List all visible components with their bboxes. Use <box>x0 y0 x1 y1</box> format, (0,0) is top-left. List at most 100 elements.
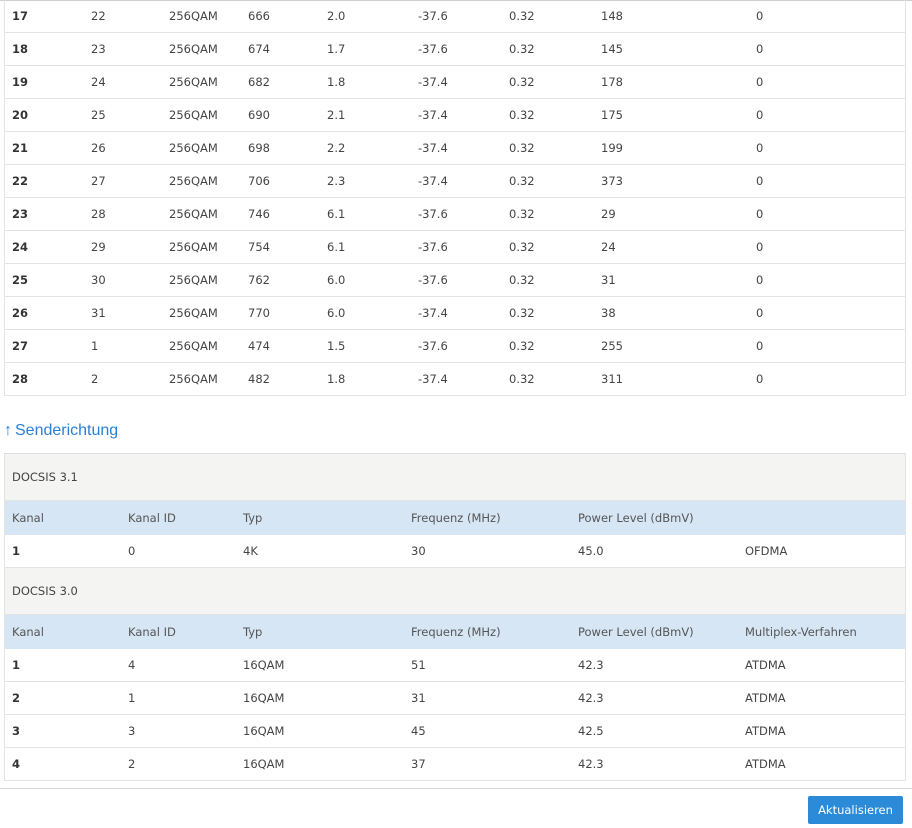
uncorrectable-errors-cell: 0 <box>756 372 764 386</box>
frequency-cell: 51 <box>411 658 426 672</box>
channel-cell: 21 <box>12 141 29 155</box>
uncorrectable-errors-cell: 0 <box>756 273 764 287</box>
channel-id-cell: 27 <box>91 174 106 188</box>
channel-cell: 4 <box>12 757 21 771</box>
latency-cell: 0.32 <box>509 339 535 353</box>
modulation-cell: 256QAM <box>169 42 218 56</box>
multiplex-cell: OFDMA <box>745 544 788 558</box>
channel-id-cell: 26 <box>91 141 106 155</box>
latency-cell: 0.32 <box>509 207 535 221</box>
arrow-up-icon: ↑ <box>4 422 12 439</box>
frequency-cell: 706 <box>248 174 270 188</box>
docsis30-column-headers: Kanal Kanal ID Typ Frequenz (MHz) Power … <box>5 615 905 649</box>
channel-cell: 19 <box>12 75 29 89</box>
channel-id-cell: 24 <box>91 75 106 89</box>
downstream-table: 17 22 256QAM 666 2.0 -37.6 0.32 148 0 18… <box>4 0 906 396</box>
channel-cell: 26 <box>12 306 29 320</box>
header-frequency: Frequenz (MHz) <box>411 511 501 525</box>
uncorrectable-errors-cell: 0 <box>756 42 764 56</box>
frequency-cell: 31 <box>411 691 426 705</box>
header-channel: Kanal <box>12 511 44 525</box>
channel-id-cell: 23 <box>91 42 106 56</box>
modulation-cell: 256QAM <box>169 108 218 122</box>
frequency-cell: 690 <box>248 108 270 122</box>
top-divider <box>0 0 912 1</box>
channel-id-cell: 31 <box>91 306 106 320</box>
power-level-cell: 6.1 <box>327 240 346 254</box>
type-cell: 4K <box>243 544 258 558</box>
refresh-button[interactable]: Aktualisieren <box>808 796 903 824</box>
type-cell: 16QAM <box>243 757 285 771</box>
table-row: 28 2 256QAM 482 1.8 -37.4 0.32 311 0 <box>5 362 905 395</box>
channel-cell: 20 <box>12 108 29 122</box>
frequency-cell: 762 <box>248 273 270 287</box>
docsis30-group-header: DOCSIS 3.0 <box>5 567 905 615</box>
latency-cell: 0.32 <box>509 273 535 287</box>
power-level-cell: 6.1 <box>327 207 346 221</box>
latency-cell: 0.32 <box>509 372 535 386</box>
table-row: 2 1 16QAM 31 42.3 ATDMA <box>5 681 905 714</box>
power-level-cell: 42.3 <box>578 658 604 672</box>
modulation-cell: 256QAM <box>169 207 218 221</box>
power-level-cell: 45.0 <box>578 544 604 558</box>
latency-cell: 0.32 <box>509 75 535 89</box>
frequency-cell: 45 <box>411 724 426 738</box>
mse-cell: -37.4 <box>418 372 448 386</box>
latency-cell: 0.32 <box>509 9 535 23</box>
modulation-cell: 256QAM <box>169 9 218 23</box>
channel-cell: 1 <box>12 658 21 672</box>
multiplex-cell: ATDMA <box>745 724 786 738</box>
header-channel-id: Kanal ID <box>128 625 176 639</box>
docsis31-column-headers: Kanal Kanal ID Typ Frequenz (MHz) Power … <box>5 501 905 535</box>
channel-id-cell: 29 <box>91 240 106 254</box>
uncorrectable-errors-cell: 0 <box>756 207 764 221</box>
header-multiplex: Multiplex-Verfahren <box>745 625 857 639</box>
table-row: 19 24 256QAM 682 1.8 -37.4 0.32 178 0 <box>5 65 905 98</box>
mse-cell: -37.4 <box>418 174 448 188</box>
latency-cell: 0.32 <box>509 174 535 188</box>
table-row: 1 0 4K 30 45.0 OFDMA <box>5 535 905 567</box>
power-level-cell: 2.0 <box>327 9 346 23</box>
channel-cell: 25 <box>12 273 29 287</box>
channel-id-cell: 25 <box>91 108 106 122</box>
channel-id-cell: 1 <box>91 339 99 353</box>
frequency-cell: 37 <box>411 757 426 771</box>
channel-cell: 3 <box>12 724 21 738</box>
channel-cell: 24 <box>12 240 29 254</box>
corrected-errors-cell: 29 <box>601 207 616 221</box>
power-level-cell: 42.3 <box>578 691 604 705</box>
modulation-cell: 256QAM <box>169 339 218 353</box>
table-row: 23 28 256QAM 746 6.1 -37.6 0.32 29 0 <box>5 197 905 230</box>
channel-cell: 1 <box>12 544 21 558</box>
corrected-errors-cell: 148 <box>601 9 623 23</box>
frequency-cell: 746 <box>248 207 270 221</box>
uncorrectable-errors-cell: 0 <box>756 141 764 155</box>
latency-cell: 0.32 <box>509 306 535 320</box>
upstream-table: DOCSIS 3.1 Kanal Kanal ID Typ Frequenz (… <box>4 453 906 781</box>
power-level-cell: 2.2 <box>327 141 346 155</box>
uncorrectable-errors-cell: 0 <box>756 339 764 353</box>
header-power-level: Power Level (dBmV) <box>578 511 694 525</box>
channel-id-cell: 4 <box>128 658 136 672</box>
upstream-section-link[interactable]: ↑ Senderichtung <box>4 420 118 442</box>
corrected-errors-cell: 175 <box>601 108 623 122</box>
channel-cell: 23 <box>12 207 29 221</box>
corrected-errors-cell: 199 <box>601 141 623 155</box>
frequency-cell: 682 <box>248 75 270 89</box>
corrected-errors-cell: 373 <box>601 174 623 188</box>
mse-cell: -37.6 <box>418 339 448 353</box>
corrected-errors-cell: 178 <box>601 75 623 89</box>
latency-cell: 0.32 <box>509 240 535 254</box>
table-row: 4 2 16QAM 37 42.3 ATDMA <box>5 747 905 780</box>
latency-cell: 0.32 <box>509 141 535 155</box>
header-channel-id: Kanal ID <box>128 511 176 525</box>
corrected-errors-cell: 311 <box>601 372 623 386</box>
uncorrectable-errors-cell: 0 <box>756 9 764 23</box>
corrected-errors-cell: 38 <box>601 306 616 320</box>
footer-divider <box>0 788 912 789</box>
frequency-cell: 474 <box>248 339 270 353</box>
table-row: 25 30 256QAM 762 6.0 -37.6 0.32 31 0 <box>5 263 905 296</box>
corrected-errors-cell: 31 <box>601 273 616 287</box>
header-frequency: Frequenz (MHz) <box>411 625 501 639</box>
multiplex-cell: ATDMA <box>745 658 786 672</box>
